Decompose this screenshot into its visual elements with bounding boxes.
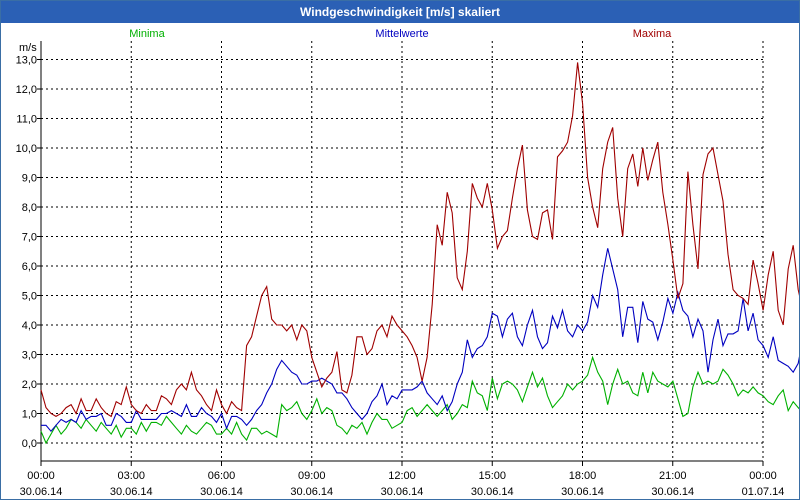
x-tick-time: 12:00: [388, 470, 416, 482]
y-axis-unit-label: m/s: [19, 42, 37, 54]
series-line-minima: [40, 355, 799, 445]
y-tick-label: 11,0: [16, 114, 37, 126]
x-tick-date: 01.07.14: [742, 486, 785, 498]
y-tick-label: 3,0: [22, 350, 37, 362]
y-tick-label: 5,0: [22, 291, 37, 303]
legend-minima: Minima: [129, 28, 165, 40]
x-tick-time: 18:00: [569, 470, 597, 482]
y-tick-label: 13,0: [16, 55, 37, 67]
x-tick-time: 00:00: [749, 470, 777, 482]
x-tick-date: 30.06.14: [200, 486, 243, 498]
x-tick-time: 03:00: [117, 470, 145, 482]
x-tick-time: 00:00: [27, 470, 55, 482]
legend-mittelwerte: Mittelwerte: [375, 28, 428, 40]
series-lines: [40, 62, 799, 445]
tick-labels: 0,0 1,0 2,0 3,0 4,0 5,0 6,0 7,0 8,0 9,0 10,0 11,0 12…: [16, 55, 785, 499]
y-tick-label: 12,0: [16, 84, 37, 96]
window-title: Windgeschwindigkeit [m/s] skaliert: [1, 1, 799, 23]
x-tick-date: 30.06.14: [20, 486, 63, 498]
x-tick-date: 30.06.14: [471, 486, 514, 498]
y-tick-label: 1,0: [22, 409, 37, 421]
x-tick-time: 09:00: [298, 470, 326, 482]
legend-maxima: Maxima: [633, 28, 672, 40]
y-tick-label: 2,0: [22, 379, 37, 391]
axes: [37, 41, 764, 466]
x-tick-date: 30.06.14: [290, 486, 333, 498]
y-tick-label: 7,0: [22, 232, 37, 244]
y-tick-label: 0,0: [22, 438, 37, 450]
y-tick-label: 4,0: [22, 320, 37, 332]
x-tick-time: 21:00: [659, 470, 687, 482]
y-tick-label: 10,0: [16, 143, 37, 155]
x-tick-date: 30.06.14: [651, 486, 694, 498]
x-tick-date: 30.06.14: [381, 486, 424, 498]
x-tick-date: 30.06.14: [110, 486, 153, 498]
series-line-mittelwerte: [41, 248, 799, 433]
series-line-maxima: [40, 62, 799, 418]
x-tick-time: 06:00: [208, 470, 236, 482]
x-tick-time: 15:00: [478, 470, 506, 482]
y-tick-label: 9,0: [22, 173, 37, 185]
x-tick-date: 30.06.14: [561, 486, 604, 498]
grid-lines: [40, 41, 764, 461]
y-tick-label: 6,0: [22, 261, 37, 273]
y-tick-label: 8,0: [22, 202, 37, 214]
